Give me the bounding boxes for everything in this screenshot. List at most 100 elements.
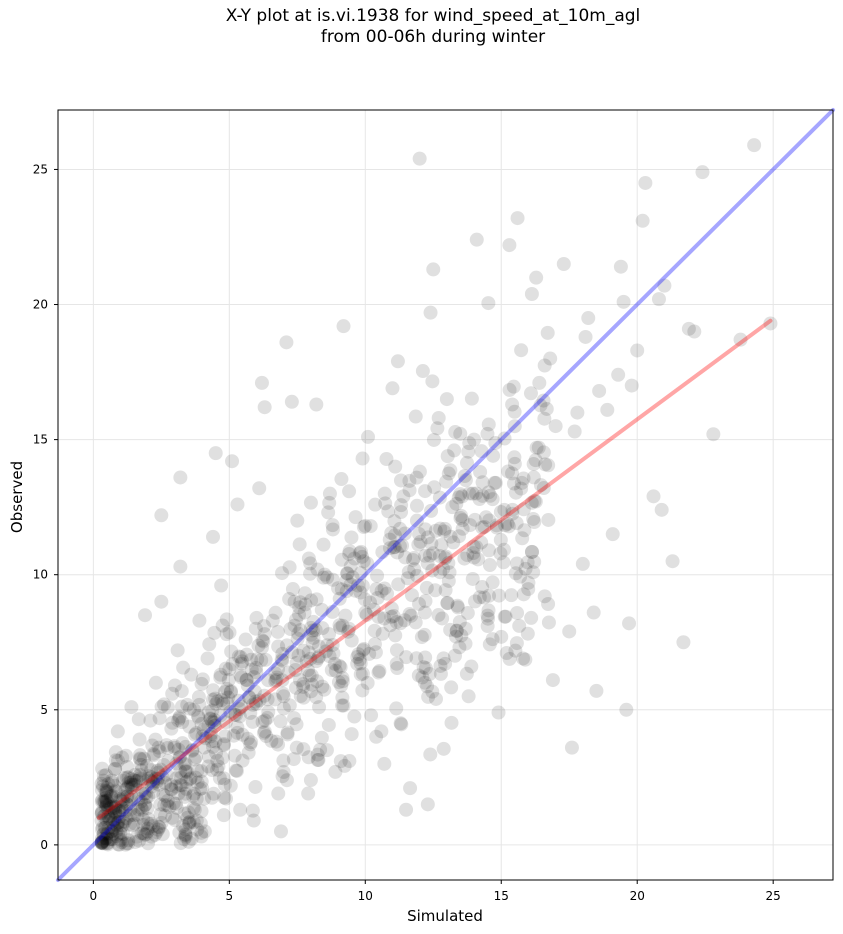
data-point — [378, 496, 393, 511]
data-point — [248, 694, 263, 709]
data-point — [200, 651, 215, 666]
data-point — [355, 578, 370, 593]
data-point — [494, 629, 509, 644]
data-point — [107, 804, 122, 819]
data-point — [385, 381, 400, 396]
data-point — [95, 820, 110, 835]
data-point — [450, 598, 465, 613]
x-tick-label: 0 — [90, 889, 98, 903]
data-point — [227, 748, 242, 763]
data-point — [444, 715, 459, 730]
data-point — [322, 649, 337, 664]
data-point — [388, 459, 403, 474]
data-point — [254, 375, 269, 390]
data-point — [240, 678, 255, 693]
data-point — [488, 436, 503, 451]
data-point — [538, 457, 553, 472]
data-point — [288, 663, 303, 678]
data-point — [342, 754, 357, 769]
data-point — [182, 701, 197, 716]
data-point — [454, 508, 469, 523]
data-point — [112, 837, 127, 852]
data-point — [173, 470, 188, 485]
data-point — [328, 663, 343, 678]
data-point — [281, 665, 296, 680]
data-point — [289, 740, 304, 755]
data-point — [239, 672, 254, 687]
data-point — [536, 393, 551, 408]
data-point — [261, 704, 276, 719]
data-point — [119, 789, 134, 804]
data-point — [293, 673, 308, 688]
data-point — [292, 607, 307, 622]
data-point — [325, 518, 340, 533]
data-point — [518, 652, 533, 667]
data-point — [175, 736, 190, 751]
data-point — [115, 818, 130, 833]
data-point — [747, 138, 762, 153]
data-point — [514, 475, 529, 490]
data-point — [460, 548, 475, 563]
data-point — [103, 808, 118, 823]
data-point — [413, 534, 428, 549]
data-point — [245, 714, 260, 729]
data-point — [287, 594, 302, 609]
data-point — [481, 417, 496, 432]
data-point — [180, 764, 195, 779]
data-point — [126, 773, 141, 788]
data-point — [374, 724, 389, 739]
data-point — [436, 561, 451, 576]
data-point — [334, 552, 349, 567]
data-point — [99, 786, 114, 801]
data-point — [252, 693, 267, 708]
data-point — [335, 674, 350, 689]
data-point — [229, 763, 244, 778]
data-point — [526, 457, 541, 472]
data-point — [167, 678, 182, 693]
data-point — [109, 829, 124, 844]
data-point — [140, 816, 155, 831]
data-point — [275, 566, 290, 581]
data-point — [389, 656, 404, 671]
data-point — [95, 836, 110, 851]
data-point — [291, 626, 306, 641]
data-point — [289, 655, 304, 670]
data-point — [488, 475, 503, 490]
data-point — [422, 548, 437, 563]
data-point — [317, 567, 332, 582]
data-point — [504, 588, 519, 603]
data-point — [178, 756, 193, 771]
data-point — [526, 470, 541, 485]
data-point — [202, 637, 217, 652]
data-point — [176, 660, 191, 675]
data-point — [135, 771, 150, 786]
data-point — [141, 769, 156, 784]
data-point — [409, 470, 424, 485]
data-point — [269, 670, 284, 685]
data-point — [235, 654, 250, 669]
data-point — [217, 685, 232, 700]
data-point — [99, 797, 114, 812]
data-point — [433, 565, 448, 580]
y-tick-label: 25 — [33, 162, 48, 176]
data-point — [358, 605, 373, 620]
data-point — [190, 775, 205, 790]
data-point — [355, 549, 370, 564]
data-point — [123, 775, 138, 790]
data-point — [120, 781, 135, 796]
data-point — [127, 835, 142, 850]
data-point — [204, 734, 219, 749]
data-point — [217, 777, 232, 792]
data-point — [334, 472, 349, 487]
data-point — [322, 486, 337, 501]
data-point — [184, 667, 199, 682]
data-point — [115, 750, 130, 765]
data-point — [347, 551, 362, 566]
data-point — [353, 667, 368, 682]
data-point — [314, 602, 329, 617]
data-point — [528, 453, 543, 468]
data-point — [226, 728, 241, 743]
data-point — [216, 771, 231, 786]
data-point — [110, 827, 125, 842]
data-point — [203, 711, 218, 726]
